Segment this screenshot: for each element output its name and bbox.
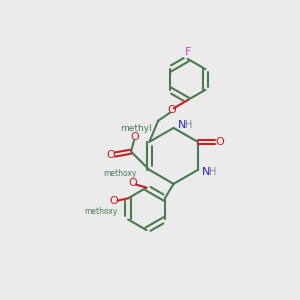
Text: O: O — [130, 132, 139, 142]
Text: O: O — [106, 150, 115, 160]
Text: N: N — [202, 167, 210, 177]
Text: H: H — [185, 120, 193, 130]
Text: O: O — [128, 178, 137, 188]
Text: methoxy: methoxy — [103, 169, 137, 178]
Text: H: H — [209, 167, 217, 177]
Text: O: O — [109, 196, 118, 206]
Text: methoxy: methoxy — [84, 207, 118, 216]
Text: N: N — [178, 120, 186, 130]
Text: O: O — [167, 105, 176, 116]
Text: O: O — [215, 137, 224, 147]
Text: F: F — [184, 46, 191, 56]
Text: methyl: methyl — [120, 124, 152, 133]
